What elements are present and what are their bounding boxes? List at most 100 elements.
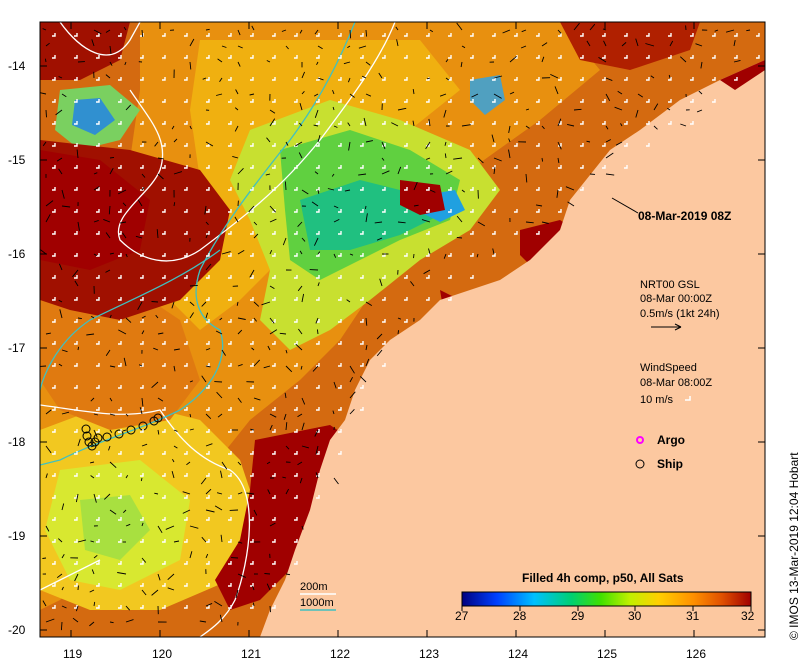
current-vector xyxy=(365,29,368,37)
current-vector xyxy=(269,522,276,527)
wind-arrow xyxy=(206,297,210,301)
wind-arrow xyxy=(228,77,232,81)
wind-arrow xyxy=(316,121,320,125)
wind-arrow xyxy=(294,495,298,499)
wind-arrow xyxy=(756,33,760,37)
wind-arrow xyxy=(272,385,276,389)
wind-arrow xyxy=(338,231,342,235)
wind-arrow xyxy=(272,539,276,543)
wind-arrow xyxy=(52,385,56,389)
y-tick-label: -20 xyxy=(8,623,26,637)
wind-arrow xyxy=(426,165,430,169)
current-vector xyxy=(234,107,239,111)
wind-arrow xyxy=(228,209,232,213)
current-vector xyxy=(141,173,146,178)
current-vector xyxy=(668,74,671,79)
wind-arrow xyxy=(96,385,100,389)
wind-arrow xyxy=(404,33,408,37)
current-vector xyxy=(249,93,255,96)
current-vector xyxy=(314,429,319,437)
current-vector xyxy=(298,152,303,159)
wind-arrow xyxy=(514,165,518,169)
current-vector xyxy=(125,413,129,417)
wind-arrow xyxy=(162,341,166,345)
current-vector xyxy=(299,477,303,484)
current-vector xyxy=(93,413,99,416)
current-vector xyxy=(397,221,406,224)
wind-arrow xyxy=(338,187,342,191)
wind-arrow xyxy=(492,209,496,213)
wind-arrow xyxy=(250,451,254,455)
wind-arrow xyxy=(272,231,276,235)
current-vector xyxy=(58,263,63,271)
wind-arrow xyxy=(118,363,122,367)
current-vector xyxy=(235,89,239,95)
wind-arrow xyxy=(74,561,78,565)
current-vector xyxy=(667,107,671,111)
wind-arrow xyxy=(470,209,474,213)
colorbar-tick-label: 30 xyxy=(628,609,642,623)
current-vector xyxy=(331,173,335,177)
wind-arrow xyxy=(162,275,166,279)
wind-arrow xyxy=(206,539,210,543)
current-vector xyxy=(58,168,63,175)
current-vector xyxy=(165,525,175,530)
wind-arrow xyxy=(96,363,100,367)
current-vector xyxy=(234,216,239,223)
current-vector xyxy=(122,429,127,432)
wind-arrow xyxy=(206,33,210,37)
current-vector xyxy=(316,329,319,335)
current-vector xyxy=(167,573,175,581)
wind-arrow xyxy=(272,253,276,257)
current-vector xyxy=(477,221,486,227)
wind-arrow xyxy=(118,99,122,103)
current-vector xyxy=(246,492,255,495)
current-vector xyxy=(45,214,51,223)
wind-arrow xyxy=(360,319,364,323)
wind-arrow xyxy=(294,429,298,433)
current-vector xyxy=(93,554,98,559)
wind-arrow xyxy=(184,451,188,455)
current-vector xyxy=(620,123,623,127)
wind-arrow xyxy=(338,429,342,433)
current-vector xyxy=(151,381,159,389)
current-vector xyxy=(221,45,227,48)
current-vector xyxy=(680,123,687,127)
wind-arrow xyxy=(382,209,386,213)
x-tick-label: 126 xyxy=(686,647,706,661)
wind-arrow xyxy=(228,143,232,147)
current-vector xyxy=(365,140,373,143)
wind-arrow xyxy=(74,165,78,169)
current-vector xyxy=(251,25,255,31)
wind-arrow xyxy=(118,385,122,389)
current-vector xyxy=(182,491,191,495)
current-vector xyxy=(202,77,207,80)
wind-arrow xyxy=(338,253,342,257)
wind-arrow xyxy=(272,407,276,411)
current-vector xyxy=(167,587,175,591)
wind-arrow xyxy=(228,319,232,323)
wind-arrow xyxy=(52,341,56,345)
current-vector xyxy=(237,317,246,320)
current-vector xyxy=(109,167,114,175)
wind-arrow xyxy=(162,363,166,367)
current-vector xyxy=(141,187,145,191)
current-vector xyxy=(347,77,351,83)
current-vector xyxy=(61,554,65,559)
wind-arrow xyxy=(470,33,474,37)
colorbar-tick-label: 31 xyxy=(686,609,700,623)
current-vector xyxy=(348,141,351,151)
wind-arrow xyxy=(206,77,210,81)
current-vector xyxy=(267,345,271,351)
wind-arrow xyxy=(360,33,364,37)
current-vector xyxy=(221,461,228,470)
current-vector xyxy=(221,349,226,356)
wind-arrow xyxy=(580,99,584,103)
wind-arrow xyxy=(118,275,122,279)
wind-arrow xyxy=(690,33,694,37)
wind-arrow xyxy=(96,341,100,345)
wind-arrow xyxy=(272,341,276,345)
wind-arrow xyxy=(404,187,408,191)
current-vector xyxy=(541,125,545,130)
current-vector xyxy=(428,118,431,127)
